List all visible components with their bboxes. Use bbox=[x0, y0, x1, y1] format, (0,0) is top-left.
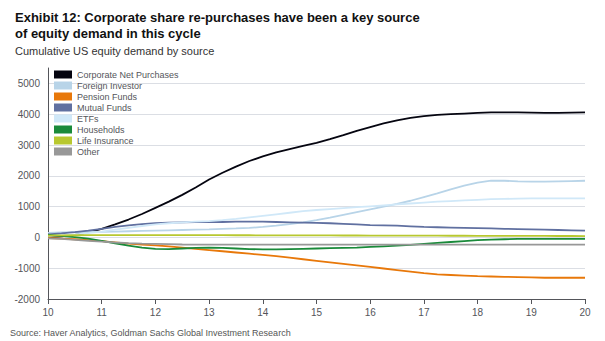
svg-text:20: 20 bbox=[579, 307, 591, 318]
svg-text:10: 10 bbox=[42, 307, 54, 318]
svg-text:17: 17 bbox=[418, 307, 430, 318]
svg-text:18: 18 bbox=[472, 307, 484, 318]
svg-text:14: 14 bbox=[257, 307, 269, 318]
svg-text:11: 11 bbox=[97, 307, 108, 318]
svg-text:Life Insurance: Life Insurance bbox=[77, 136, 134, 146]
svg-text:Households: Households bbox=[77, 125, 125, 135]
svg-text:-2000: -2000 bbox=[14, 294, 40, 305]
svg-text:Mutual Funds: Mutual Funds bbox=[77, 103, 132, 113]
svg-text:Pension Funds: Pension Funds bbox=[77, 92, 138, 102]
svg-text:Corporate Net Purchases: Corporate Net Purchases bbox=[77, 70, 179, 80]
svg-text:-1000: -1000 bbox=[14, 263, 40, 274]
svg-text:of equity demand in this cycle: of equity demand in this cycle bbox=[15, 26, 201, 41]
svg-text:Exhibit 12: Corporate share re: Exhibit 12: Corporate share re-purchases… bbox=[15, 10, 420, 25]
svg-text:ETFs: ETFs bbox=[77, 114, 99, 124]
svg-text:Foreign Investor: Foreign Investor bbox=[77, 81, 142, 91]
svg-text:0: 0 bbox=[34, 232, 40, 243]
svg-text:1000: 1000 bbox=[18, 201, 41, 212]
svg-text:2000: 2000 bbox=[18, 170, 41, 181]
svg-text:19: 19 bbox=[526, 307, 538, 318]
svg-text:16: 16 bbox=[365, 307, 377, 318]
svg-text:15: 15 bbox=[311, 307, 323, 318]
svg-text:Cumulative US equity demand by: Cumulative US equity demand by source bbox=[15, 45, 214, 57]
svg-text:Other: Other bbox=[77, 147, 100, 157]
svg-text:12: 12 bbox=[150, 307, 162, 318]
svg-text:3000: 3000 bbox=[18, 140, 41, 151]
svg-text:5000: 5000 bbox=[18, 78, 41, 89]
svg-text:Source: Haver Analytics, Goldm: Source: Haver Analytics, Goldman Sachs G… bbox=[10, 328, 291, 338]
svg-text:13: 13 bbox=[204, 307, 216, 318]
svg-text:4000: 4000 bbox=[18, 109, 41, 120]
